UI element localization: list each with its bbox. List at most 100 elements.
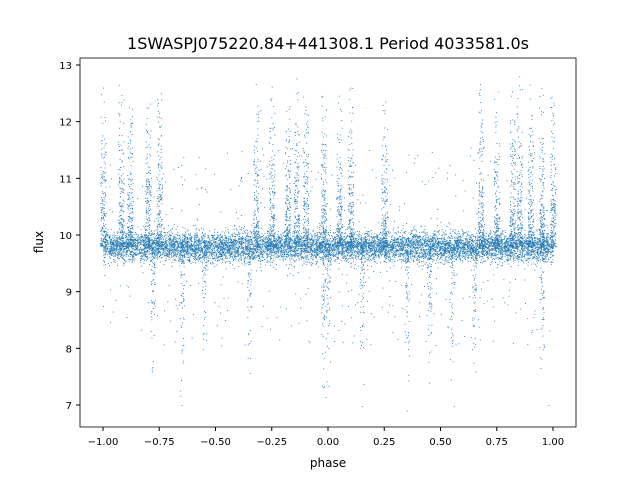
data-point — [243, 260, 245, 262]
data-point — [168, 259, 170, 261]
data-point — [252, 254, 254, 256]
data-point — [358, 248, 360, 250]
data-point — [294, 248, 296, 250]
data-point — [319, 243, 321, 245]
data-point — [223, 253, 225, 255]
data-point — [243, 247, 244, 248]
data-point — [391, 236, 393, 238]
data-point — [335, 260, 336, 262]
data-point — [416, 251, 418, 253]
data-point — [442, 242, 444, 243]
data-point — [433, 248, 434, 250]
data-point — [380, 261, 382, 263]
data-point — [517, 250, 519, 252]
data-point — [543, 253, 545, 255]
data-point — [425, 240, 427, 242]
data-point — [461, 257, 463, 258]
data-point — [264, 238, 266, 240]
data-point — [215, 251, 217, 253]
data-point — [507, 243, 509, 245]
data-point — [177, 235, 179, 237]
data-point — [373, 240, 375, 242]
data-point — [537, 248, 539, 250]
data-point — [501, 258, 503, 260]
data-point — [270, 261, 272, 263]
data-point — [462, 245, 464, 246]
data-point — [471, 247, 473, 249]
data-point — [210, 244, 211, 246]
data-point — [194, 247, 196, 249]
data-point — [332, 243, 334, 245]
data-point — [401, 235, 403, 236]
data-point — [207, 268, 209, 270]
data-point — [239, 245, 241, 247]
data-point — [514, 238, 515, 240]
data-point — [507, 242, 509, 244]
data-point — [519, 254, 521, 256]
data-point — [311, 243, 313, 245]
data-point — [104, 237, 105, 239]
data-point — [448, 241, 450, 243]
data-point — [411, 255, 413, 257]
data-point — [191, 245, 193, 247]
data-point — [114, 244, 116, 246]
data-point — [397, 241, 399, 243]
data-point — [536, 252, 538, 254]
data-point — [289, 247, 291, 249]
data-point — [277, 251, 279, 253]
data-point — [524, 246, 526, 248]
data-point — [392, 235, 394, 237]
data-point — [414, 239, 416, 241]
data-point — [506, 248, 508, 249]
data-point — [537, 262, 539, 264]
data-point — [423, 229, 425, 231]
data-point — [120, 237, 122, 239]
data-point — [465, 249, 467, 251]
data-point — [490, 239, 492, 240]
data-point — [251, 237, 253, 239]
data-point — [360, 243, 362, 245]
data-point — [550, 256, 552, 258]
data-point — [375, 247, 377, 249]
data-point — [272, 262, 274, 264]
data-point — [175, 253, 177, 255]
data-point — [404, 244, 406, 246]
data-point — [531, 232, 533, 234]
data-point — [146, 255, 148, 257]
data-point — [466, 243, 468, 245]
data-point — [463, 256, 465, 257]
data-point — [528, 245, 530, 247]
data-point — [403, 245, 405, 247]
data-point — [137, 248, 139, 250]
data-point — [108, 237, 110, 238]
data-point — [378, 247, 380, 249]
data-point — [347, 247, 349, 249]
data-point — [260, 239, 262, 241]
data-point — [434, 247, 436, 249]
data-point — [480, 251, 482, 253]
data-point — [104, 242, 105, 244]
data-point — [316, 235, 318, 237]
data-point — [317, 244, 319, 246]
data-point — [424, 233, 426, 235]
data-point — [107, 242, 108, 244]
data-point — [195, 233, 197, 235]
data-point — [248, 242, 250, 244]
data-point — [510, 244, 512, 246]
data-point — [296, 254, 298, 256]
data-point — [145, 236, 147, 238]
data-point — [214, 241, 216, 243]
data-point — [431, 246, 433, 247]
data-point — [354, 246, 356, 248]
data-point — [549, 257, 551, 259]
data-point — [356, 234, 358, 236]
data-point — [288, 250, 290, 252]
data-point — [246, 236, 248, 238]
data-point — [439, 230, 440, 232]
data-point — [491, 248, 493, 250]
data-point — [104, 235, 106, 237]
data-point — [297, 240, 299, 242]
data-point — [241, 259, 243, 261]
data-point — [126, 252, 127, 254]
data-point — [122, 258, 124, 259]
